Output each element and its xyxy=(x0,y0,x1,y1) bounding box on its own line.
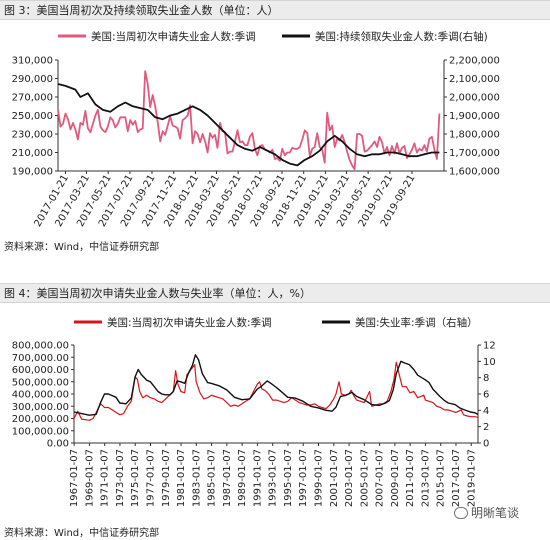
left-tick-label: 200,000.00 xyxy=(12,414,69,425)
x-tick-label: 2003-01-07 xyxy=(344,449,355,507)
series-line-2 xyxy=(57,83,440,167)
right-tick-label: 2,100,000 xyxy=(449,74,500,85)
figure-3-chart: 美国:当周初次申请失业金人数:季调 美国:持续领取失业金人数:季调(右轴) 190,… xyxy=(12,30,500,229)
left-tick-label: 190,000 xyxy=(12,167,53,178)
series-line-1 xyxy=(57,70,441,171)
legend-label-2: 美国:持续领取失业金人数:季调(右轴) xyxy=(315,30,488,43)
legend-label-2: 美国:失业率:季调（右轴） xyxy=(355,316,478,329)
x-tick-label: 2009-01-07 xyxy=(390,449,401,507)
figure-3-title: 图 3：美国当周初次及持续领取失业金人数（单位：人） xyxy=(0,0,550,20)
legend-label-1: 美国:当周初次申请失业金人数:季调 xyxy=(91,30,256,43)
left-tick-label: 300,000.00 xyxy=(12,402,69,413)
left-tick-label: 250,000 xyxy=(12,111,53,122)
x-tick-label: 2015-01-07 xyxy=(436,449,447,507)
left-tick-label: 230,000 xyxy=(12,130,53,141)
right-tick-label: 1,700,000 xyxy=(449,148,500,159)
left-tick-label: 290,000 xyxy=(12,74,53,85)
figure-4-chart: 美国:当周初次申请失业金人数:季调 美国:失业率:季调（右轴） 0.00 100,00… xyxy=(12,316,496,507)
right-tick-label: 8 xyxy=(483,373,489,384)
left-tick-label: 0.00 xyxy=(47,439,69,450)
x-tick-label: 1975-01-07 xyxy=(130,449,141,507)
x-tick-label: 1985-01-07 xyxy=(207,449,218,507)
x-tick-label: 1999-01-07 xyxy=(314,449,325,507)
x-tick-label: 2001-01-07 xyxy=(329,449,340,507)
left-tick-label: 800,000.00 xyxy=(12,341,69,352)
x-tick-label: 2013-01-07 xyxy=(420,449,431,507)
x-tick-label: 1993-01-07 xyxy=(268,449,279,507)
x-tick-label: 1977-01-07 xyxy=(145,449,156,507)
right-tick-label: 10 xyxy=(483,357,496,368)
legend-label-1: 美国:当周初次申请失业金人数:季调 xyxy=(107,316,272,329)
x-tick-label: 1983-01-07 xyxy=(191,449,202,507)
watermark: 明晰笔谈 xyxy=(454,504,519,521)
x-tick-label: 1997-01-07 xyxy=(298,449,309,507)
series-line-2 xyxy=(73,354,479,416)
x-tick-label: 2007-01-07 xyxy=(375,449,386,507)
series-line-1 xyxy=(73,361,479,421)
right-tick-label: 1,800,000 xyxy=(449,130,500,141)
x-tick-label: 1987-01-07 xyxy=(222,449,233,507)
right-tick-label: 2,200,000 xyxy=(449,56,500,67)
left-tick-label: 310,000 xyxy=(12,56,53,67)
figure-3-source: 资料来源：Wind，中信证券研究部 xyxy=(4,242,160,253)
watermark-text: 明晰笔谈 xyxy=(471,506,520,520)
right-tick-label: 12 xyxy=(483,341,496,352)
left-tick-label: 500,000.00 xyxy=(12,377,69,388)
x-tick-label: 1995-01-07 xyxy=(283,449,294,507)
figure-4-title: 图 4：美国当周初次申请失业金人数与失业率（单位：人，%） xyxy=(0,283,550,303)
x-tick-label: 2019-01-07 xyxy=(466,449,477,507)
x-tick-label: 1969-01-07 xyxy=(84,449,95,507)
wechat-icon xyxy=(454,506,468,519)
left-tick-label: 600,000.00 xyxy=(12,365,69,376)
right-tick-label: 4 xyxy=(483,406,489,417)
figure-4-source: 资料来源：Wind，中信证券研究部 xyxy=(4,528,160,539)
x-tick-label: 1971-01-07 xyxy=(100,449,111,507)
right-tick-label: 6 xyxy=(483,390,489,401)
x-tick-label: 1991-01-07 xyxy=(252,449,263,507)
left-tick-label: 270,000 xyxy=(12,93,53,104)
x-tick-label: 1979-01-07 xyxy=(161,449,172,507)
x-tick-label: 1989-01-07 xyxy=(237,449,248,507)
right-tick-label: 1,900,000 xyxy=(449,111,500,122)
left-tick-label: 210,000 xyxy=(12,148,53,159)
x-tick-label: 1981-01-07 xyxy=(176,449,187,507)
left-tick-label: 100,000.00 xyxy=(12,426,69,437)
left-tick-label: 400,000.00 xyxy=(12,390,69,401)
x-tick-label: 2011-01-07 xyxy=(405,449,416,507)
right-tick-label: 0 xyxy=(483,439,489,450)
x-tick-label: 2005-01-07 xyxy=(359,449,370,507)
x-tick-label: 2017-01-07 xyxy=(451,449,462,507)
x-tick-label: 1973-01-07 xyxy=(115,449,126,507)
right-tick-label: 2 xyxy=(483,422,489,433)
right-tick-label: 1,600,000 xyxy=(449,167,500,178)
right-tick-label: 2,000,000 xyxy=(449,93,500,104)
x-tick-label: 1967-01-07 xyxy=(69,449,80,507)
left-tick-label: 700,000.00 xyxy=(12,353,69,364)
